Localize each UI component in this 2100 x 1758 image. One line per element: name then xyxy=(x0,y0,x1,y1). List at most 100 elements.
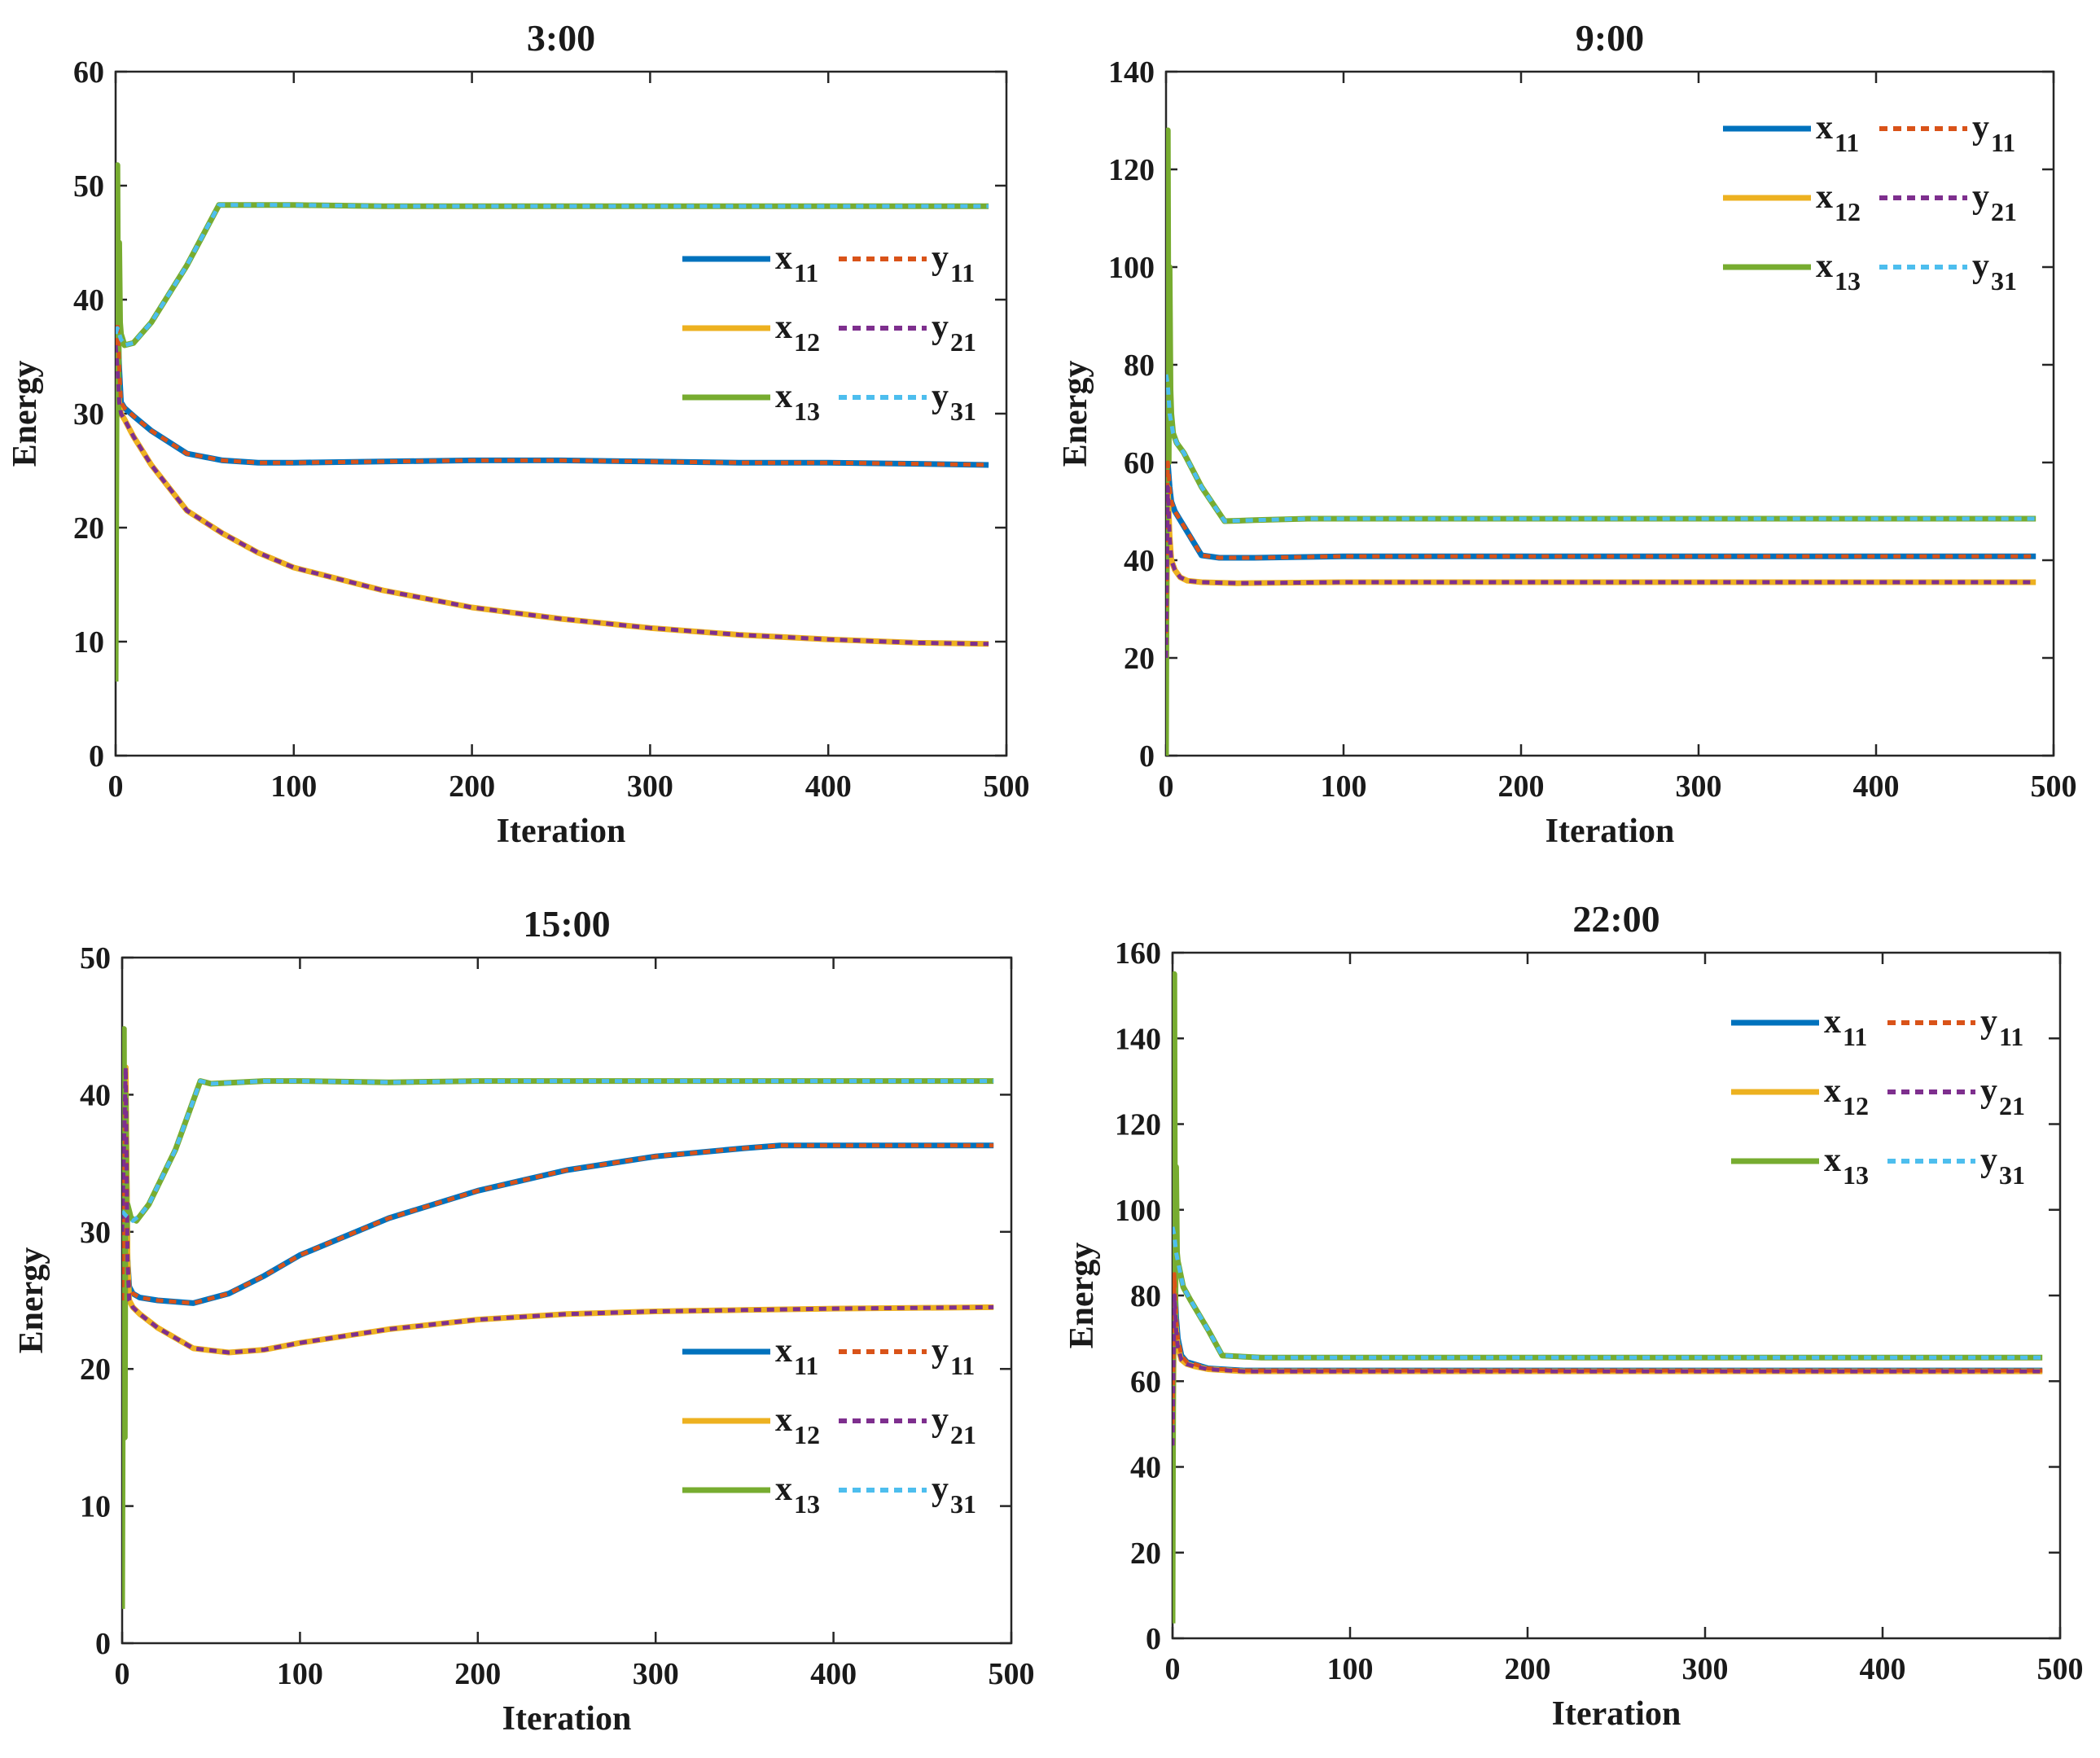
x-axis-label: Iteration xyxy=(497,813,626,850)
plot-frame xyxy=(114,70,1008,757)
legend-label-x12: x12 xyxy=(1824,1072,1869,1120)
series-line-y21 xyxy=(116,344,989,647)
plot-frame xyxy=(1164,70,2055,757)
plot-frame xyxy=(121,956,1013,1645)
x-axis-label: Iteration xyxy=(502,1700,632,1738)
series-line-y31 xyxy=(1173,1226,2043,1360)
legend-label-x11: x11 xyxy=(775,1332,818,1380)
x-tick-label: 100 xyxy=(277,1657,323,1691)
legend-label-x13: x13 xyxy=(775,1471,820,1519)
y-tick-label: 20 xyxy=(80,1352,111,1387)
y-tick-label: 30 xyxy=(80,1216,111,1250)
x-tick-label: 0 xyxy=(108,769,124,804)
legend-label-x12: x12 xyxy=(775,1401,820,1449)
chart-title: 15:00 xyxy=(523,903,610,945)
legend-label-y31: y31 xyxy=(932,1471,976,1519)
y-tick-label: 120 xyxy=(1108,153,1155,187)
legend-label-y31: y31 xyxy=(1972,248,2017,296)
y-tick-label: 0 xyxy=(1146,1622,1161,1656)
y-tick-label: 140 xyxy=(1115,1022,1161,1056)
legend-label-y11: y11 xyxy=(1980,1003,2023,1051)
x-tick-label: 0 xyxy=(115,1657,130,1691)
legend-label-x11: x11 xyxy=(775,239,818,287)
legend-label-y11: y11 xyxy=(1972,109,2015,157)
legend: x11 x12 x13 y11 y21 y31 xyxy=(682,239,976,426)
x-tick-label: 500 xyxy=(989,1657,1035,1691)
x-tick-label: 200 xyxy=(454,1657,501,1691)
x-tick-label: 200 xyxy=(449,769,495,804)
legend-label-y11: y11 xyxy=(932,1332,975,1380)
series-group xyxy=(1173,971,2043,1624)
y-tick-label: 40 xyxy=(73,283,104,318)
legend-label-x11: x11 xyxy=(1816,109,1859,157)
x-tick-label: 500 xyxy=(2037,1652,2084,1686)
y-tick-label: 10 xyxy=(73,625,104,660)
y-tick-label: 60 xyxy=(73,55,104,90)
x-tick-label: 0 xyxy=(1165,1652,1181,1686)
legend-label-y21: y21 xyxy=(932,1401,976,1449)
y-tick-label: 160 xyxy=(1115,936,1161,971)
y-tick-label: 120 xyxy=(1115,1108,1161,1142)
y-axis-label: Energy xyxy=(7,361,44,467)
x-tick-label: 500 xyxy=(2031,769,2077,804)
chart-title: 9:00 xyxy=(1576,17,1644,59)
y-tick-label: 60 xyxy=(1124,446,1155,480)
y-axis-label: Energy xyxy=(1057,361,1094,467)
x-axis-label: Iteration xyxy=(1552,1695,1681,1733)
series-line-y31 xyxy=(122,1079,994,1223)
y-tick-label: 40 xyxy=(1124,544,1155,578)
series-group xyxy=(1166,127,2036,756)
y-tick-label: 140 xyxy=(1108,55,1155,90)
series-line-x13 xyxy=(1173,971,2043,1624)
x-tick-label: 300 xyxy=(1676,769,1722,804)
legend: x11 x12 x13 y11 y21 y31 xyxy=(1731,1003,2025,1190)
legend-label-y31: y31 xyxy=(932,378,976,426)
legend: x11 x12 x13 y11 y21 y31 xyxy=(682,1332,976,1519)
x-tick-label: 300 xyxy=(633,1657,679,1691)
y-axis-label: Energy xyxy=(1063,1243,1101,1349)
legend-label-x13: x13 xyxy=(775,378,820,426)
x-tick-label: 100 xyxy=(1321,769,1367,804)
y-tick-label: 100 xyxy=(1108,251,1155,285)
y-tick-label: 50 xyxy=(80,941,111,975)
y-tick-label: 60 xyxy=(1130,1365,1161,1399)
series-group xyxy=(116,162,989,682)
chart-panel-3: 0 100 200 300 400 500 0 20 40 60 80 100 120 140 160 22:… xyxy=(1063,898,2084,1733)
x-tick-label: 0 xyxy=(1159,769,1174,804)
legend-label-y21: y21 xyxy=(932,309,976,357)
y-tick-label: 10 xyxy=(80,1490,111,1524)
y-tick-label: 50 xyxy=(73,169,104,204)
y-tick-label: 0 xyxy=(1139,739,1155,774)
x-tick-label: 400 xyxy=(1853,769,1900,804)
x-tick-label: 100 xyxy=(270,769,317,804)
x-tick-label: 100 xyxy=(1327,1652,1374,1686)
legend: x11 x12 x13 y11 y21 y31 xyxy=(1723,109,2017,296)
series-line-y31 xyxy=(1166,374,2036,524)
chart-panel-1: 0 100 200 300 400 500 0 20 40 60 80 100 120 140 9:00 It… xyxy=(1057,17,2077,850)
series-line-y21 xyxy=(1166,484,2036,659)
series-line-y21 xyxy=(1173,1293,2043,1446)
chart-title: 22:00 xyxy=(1572,898,1659,940)
legend-label-y31: y31 xyxy=(1980,1142,2025,1190)
x-tick-label: 500 xyxy=(984,769,1030,804)
y-tick-label: 80 xyxy=(1130,1279,1161,1313)
y-axis-label: Energy xyxy=(13,1247,50,1354)
series-line-y21 xyxy=(122,1065,994,1355)
legend-label-x12: x12 xyxy=(1816,178,1861,226)
legend-label-x13: x13 xyxy=(1816,248,1861,296)
legend-label-y21: y21 xyxy=(1980,1072,2025,1120)
series-line-y31 xyxy=(116,203,989,348)
x-tick-label: 200 xyxy=(1498,769,1545,804)
y-tick-label: 20 xyxy=(1130,1537,1161,1571)
y-tick-label: 20 xyxy=(73,511,104,546)
x-tick-label: 300 xyxy=(1682,1652,1729,1686)
legend-label-y21: y21 xyxy=(1972,178,2017,226)
x-tick-label: 200 xyxy=(1505,1652,1551,1686)
legend-label-x12: x12 xyxy=(775,309,820,357)
x-tick-label: 300 xyxy=(627,769,673,804)
y-tick-label: 40 xyxy=(1130,1451,1161,1485)
chart-panel-2: 0 100 200 300 400 500 0 10 20 30 40 50 15:00 Iteratio… xyxy=(13,903,1035,1738)
y-tick-label: 20 xyxy=(1124,642,1155,676)
x-tick-label: 400 xyxy=(810,1657,857,1691)
series-group xyxy=(122,1026,994,1609)
